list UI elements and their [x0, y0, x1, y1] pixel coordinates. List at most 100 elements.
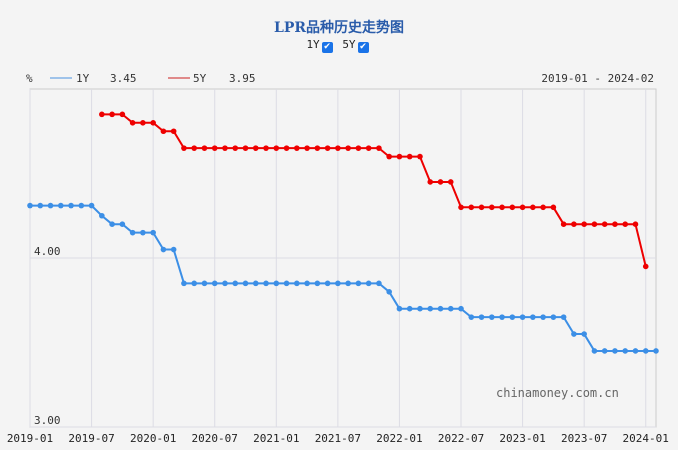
data-point-1y	[99, 212, 105, 219]
data-point-5y	[345, 145, 351, 151]
data-point-1y	[140, 229, 146, 236]
data-point-1y	[181, 280, 187, 287]
data-point-1y	[376, 280, 382, 287]
data-point-5y	[232, 145, 239, 151]
data-point-5y	[222, 145, 228, 151]
toggle-5y-checkbox[interactable]: ✔	[357, 42, 369, 53]
x-tick-label: 2020-07	[192, 432, 238, 445]
data-point-1y	[447, 305, 454, 312]
data-point-1y	[571, 331, 577, 337]
data-point-1y	[519, 314, 526, 320]
data-point-1y	[160, 246, 167, 253]
data-point-5y	[478, 204, 485, 211]
chart-title: LPR品种历史走势图	[273, 20, 404, 36]
data-point-1y	[109, 221, 115, 227]
data-point-5y	[160, 128, 167, 135]
data-point-1y	[242, 280, 249, 287]
data-point-5y	[591, 221, 598, 227]
data-point-1y	[530, 314, 536, 320]
data-point-5y	[119, 111, 126, 118]
data-point-1y	[27, 202, 33, 209]
data-point-5y	[129, 120, 136, 126]
data-point-5y	[263, 145, 269, 151]
data-point-5y	[458, 204, 464, 211]
x-tick-label: 2019-07	[68, 432, 114, 445]
data-point-1y	[294, 280, 300, 287]
series-line-1y	[30, 204, 656, 352]
x-tick-label: 2020-01	[130, 432, 176, 445]
data-point-1y	[170, 246, 177, 253]
data-point-1y	[653, 348, 659, 354]
x-tick-label: 2021-07	[315, 432, 361, 445]
legend-1y-name: 1Y	[76, 72, 90, 85]
legend-1y-value: 3.45	[110, 72, 137, 85]
x-tick-label: 2023-01	[499, 432, 545, 445]
data-point-1y	[427, 305, 434, 312]
data-point-5y	[386, 153, 392, 160]
data-point-1y	[283, 280, 290, 287]
legend-5y-name: 5Y	[193, 72, 207, 85]
x-tick-label: 2019-01	[7, 432, 53, 445]
data-point-1y	[211, 280, 218, 287]
data-point-5y	[632, 221, 639, 227]
data-point-1y	[273, 280, 280, 287]
legend-5y-value: 3.95	[229, 72, 256, 85]
data-point-1y	[437, 305, 444, 312]
series-toggles: 1Y ✔ 5Y ✔	[0, 38, 678, 53]
data-point-1y	[335, 280, 341, 287]
data-point-5y	[519, 204, 526, 211]
watermark: chinamoney.com.cn	[496, 386, 619, 400]
data-point-1y	[540, 314, 546, 320]
data-point-1y	[396, 305, 403, 312]
data-point-1y	[386, 289, 392, 295]
data-point-5y	[396, 153, 403, 160]
data-point-1y	[478, 314, 485, 320]
x-tick-label: 2024-01	[623, 432, 669, 445]
data-point-5y	[437, 179, 444, 185]
data-point-5y	[417, 153, 423, 160]
data-point-1y	[222, 280, 228, 287]
toggle-1y-label: 1Y	[306, 38, 320, 51]
data-point-1y	[252, 280, 259, 287]
data-point-1y	[191, 280, 197, 287]
data-point-5y	[365, 145, 372, 151]
data-point-5y	[376, 145, 382, 151]
data-point-1y	[591, 348, 598, 354]
data-point-5y	[283, 145, 290, 151]
data-point-5y	[201, 145, 208, 151]
data-point-1y	[232, 280, 239, 287]
data-point-1y	[201, 280, 208, 287]
data-point-5y	[273, 145, 280, 151]
data-point-1y	[119, 221, 126, 227]
y-tick-label: 4.00	[34, 245, 61, 258]
data-point-5y	[314, 145, 321, 151]
data-point-1y	[150, 229, 156, 236]
data-point-1y	[365, 280, 372, 287]
x-tick-label: 2023-07	[561, 432, 607, 445]
data-point-5y	[581, 221, 587, 227]
data-point-5y	[406, 153, 413, 160]
data-point-1y	[37, 202, 44, 209]
date-range: 2019-01 - 2024-02	[541, 72, 654, 85]
data-point-1y	[468, 314, 475, 320]
data-point-5y	[560, 221, 567, 227]
data-point-1y	[612, 348, 618, 354]
data-point-1y	[345, 280, 351, 287]
data-point-1y	[417, 305, 423, 312]
data-point-1y	[622, 348, 629, 354]
data-point-1y	[499, 314, 505, 320]
data-point-5y	[550, 204, 557, 211]
data-point-1y	[263, 280, 269, 287]
data-point-1y	[47, 202, 54, 209]
data-point-5y	[622, 221, 629, 227]
data-point-5y	[140, 120, 146, 126]
data-point-1y	[489, 314, 495, 320]
data-point-1y	[550, 314, 557, 320]
data-point-1y	[581, 331, 587, 337]
data-point-5y	[304, 145, 310, 151]
data-point-5y	[530, 204, 536, 211]
toggle-1y-checkbox[interactable]: ✔	[321, 42, 333, 53]
data-point-1y	[304, 280, 310, 287]
data-point-1y	[458, 305, 464, 312]
data-point-5y	[642, 263, 649, 270]
